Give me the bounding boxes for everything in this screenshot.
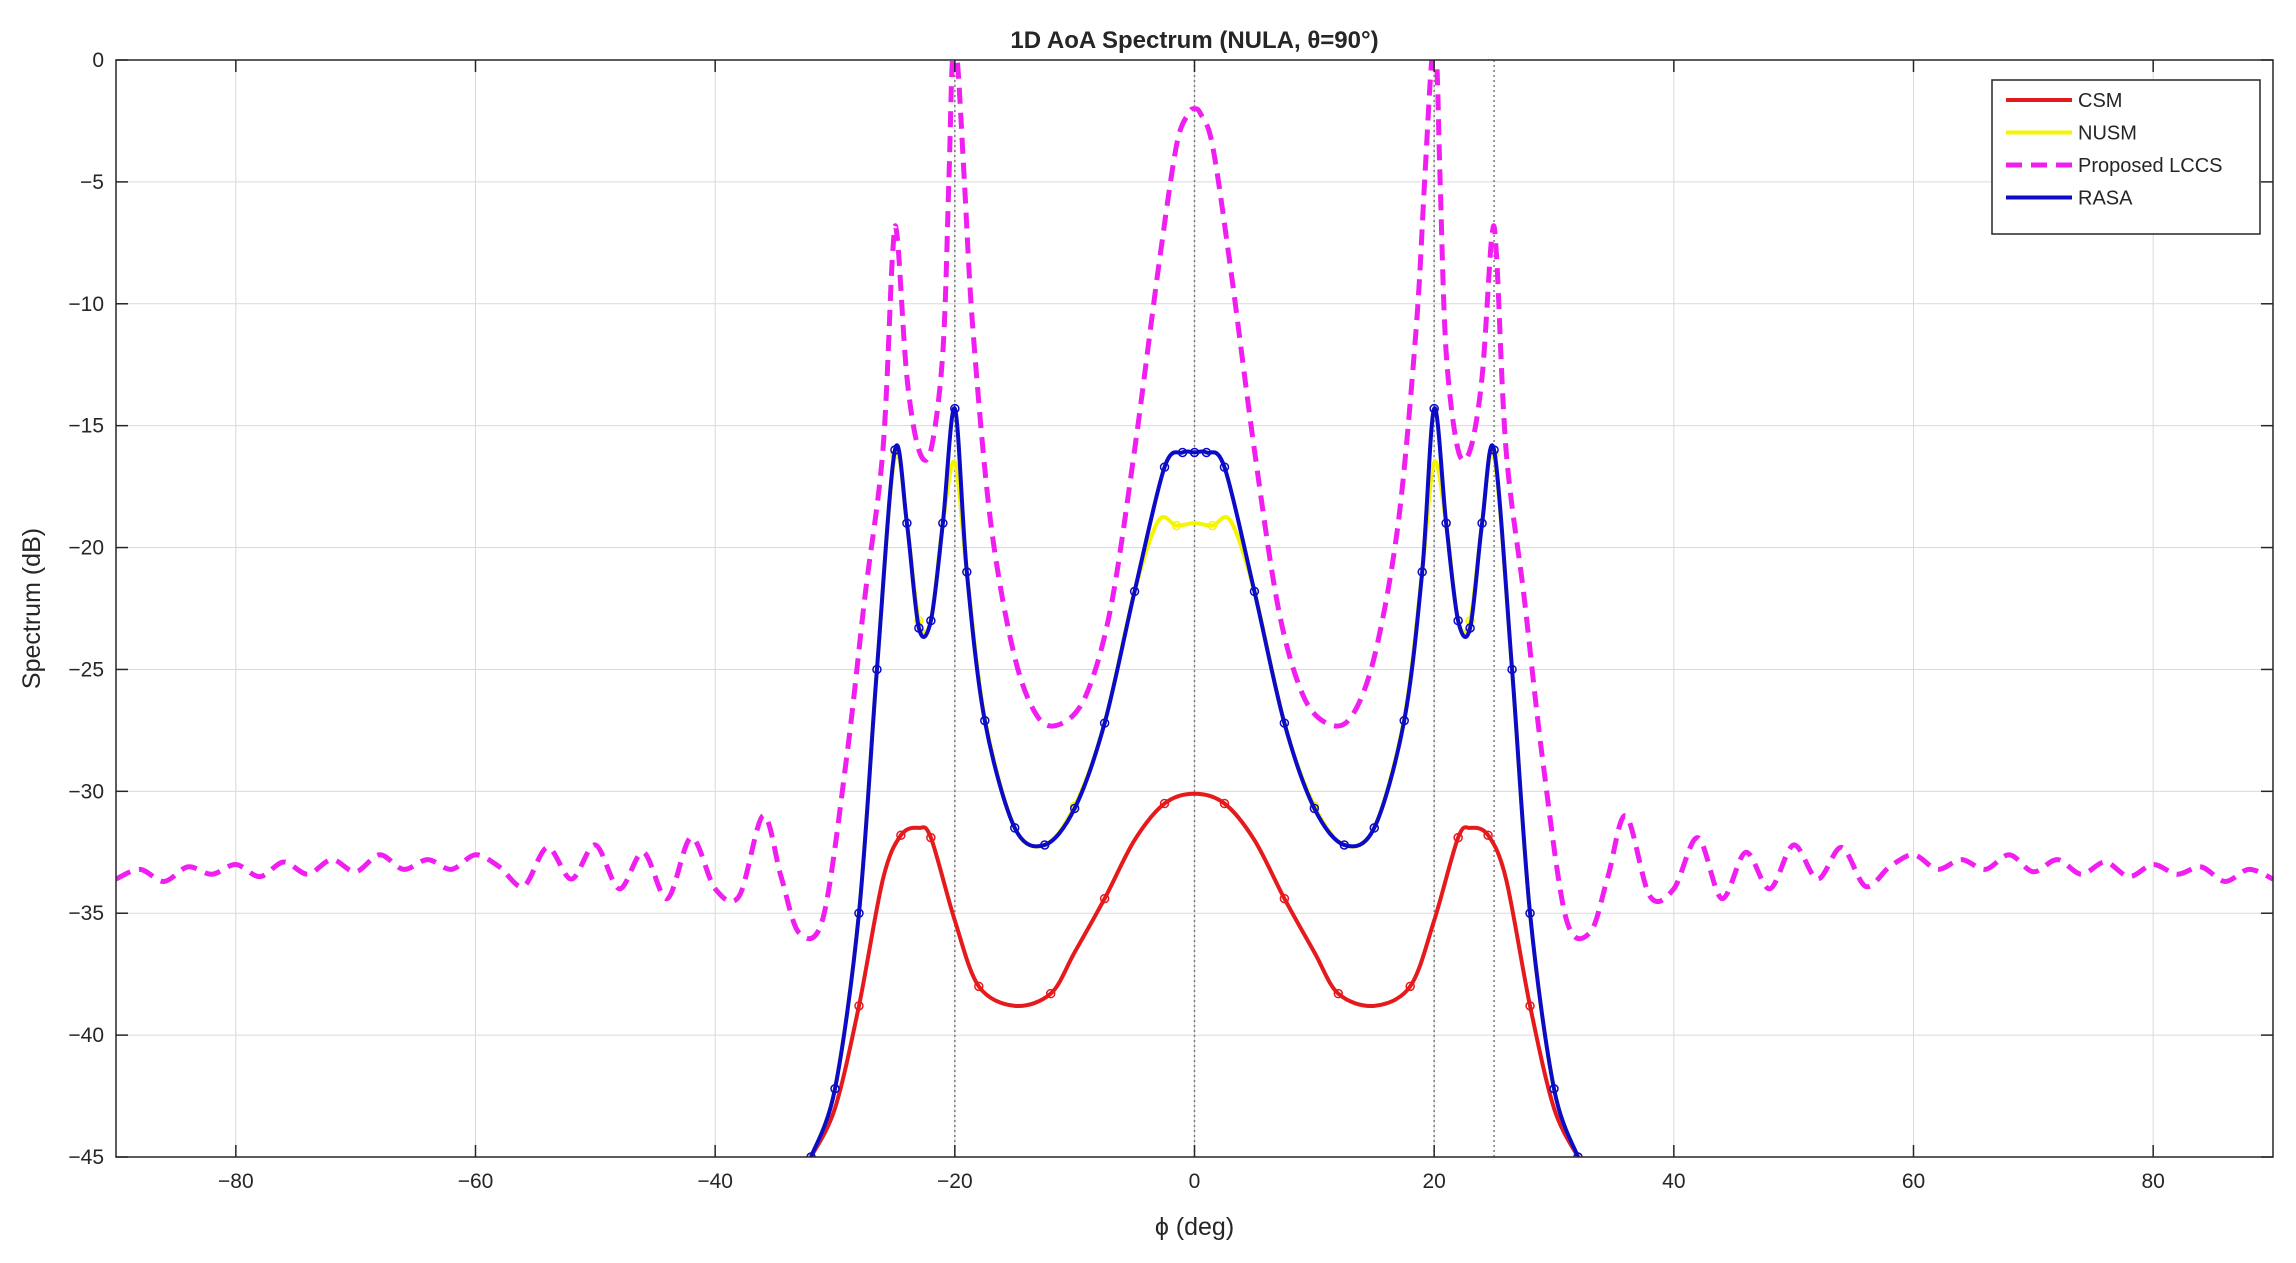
data-point xyxy=(1039,840,1050,850)
data-point xyxy=(1573,1152,1583,1157)
data-point xyxy=(962,567,972,577)
data-point xyxy=(854,908,864,918)
x-tick-label: −40 xyxy=(697,1170,733,1193)
x-tick-label: 60 xyxy=(1902,1170,1925,1193)
series-line xyxy=(809,406,1580,1157)
legend-label: RASA xyxy=(2078,188,2133,210)
data-point xyxy=(1525,908,1535,918)
data-point xyxy=(1453,832,1463,843)
data-point xyxy=(890,445,900,455)
data-point xyxy=(1453,615,1463,626)
series-rasa xyxy=(806,403,1583,1157)
data-point xyxy=(1207,520,1218,531)
data-point xyxy=(1477,518,1487,528)
legend-label: NUSM xyxy=(2078,123,2137,145)
data-point xyxy=(1441,518,1451,528)
data-point xyxy=(1549,1083,1559,1094)
data-point xyxy=(1279,718,1290,728)
data-point xyxy=(1309,803,1320,814)
y-tick-label: −45 xyxy=(68,1146,104,1169)
data-point xyxy=(902,518,912,528)
data-point xyxy=(914,623,924,633)
x-tick-label: −20 xyxy=(937,1170,973,1193)
legend-label: CSM xyxy=(2078,90,2122,112)
data-point xyxy=(1129,586,1140,597)
y-tick-label: −40 xyxy=(68,1024,104,1047)
data-point xyxy=(1399,715,1409,726)
data-point xyxy=(1159,462,1170,472)
data-point xyxy=(1201,447,1212,458)
data-point xyxy=(926,615,936,626)
data-point xyxy=(806,1152,816,1157)
data-point xyxy=(950,403,960,414)
data-point xyxy=(854,1001,864,1011)
data-point xyxy=(1219,462,1230,472)
y-tick-label: −30 xyxy=(68,780,104,803)
data-point xyxy=(926,832,936,843)
data-point xyxy=(1489,445,1499,455)
data-point xyxy=(1339,840,1350,850)
series-line xyxy=(809,791,1580,1157)
y-tick-label: −5 xyxy=(80,171,104,194)
y-tick-label: 0 xyxy=(92,49,104,72)
data-point xyxy=(1465,623,1475,633)
data-point xyxy=(1159,798,1170,809)
y-tick-label: −15 xyxy=(68,415,104,438)
series-line xyxy=(116,60,2273,942)
data-point xyxy=(1507,664,1517,675)
series-layer xyxy=(116,60,2273,1157)
x-axis-label: ϕ (deg) xyxy=(1155,1213,1234,1241)
data-point xyxy=(1333,988,1344,999)
data-point xyxy=(1429,403,1439,414)
data-point xyxy=(1099,718,1110,728)
y-tick-label: −20 xyxy=(68,537,104,560)
x-tick-label: −80 xyxy=(218,1170,254,1193)
data-point xyxy=(980,715,990,726)
data-point xyxy=(872,664,882,675)
legend: CSM NUSM Proposed LCCS RASA xyxy=(1991,79,2261,235)
data-point xyxy=(1417,567,1427,577)
data-point xyxy=(1219,798,1230,809)
x-tick-label: 40 xyxy=(1662,1170,1685,1193)
data-point xyxy=(1045,988,1056,999)
data-point xyxy=(1369,823,1379,833)
legend-label: Proposed LCCS xyxy=(2078,155,2223,177)
data-point xyxy=(1279,893,1290,904)
y-axis-label: Spectrum (dB) xyxy=(18,528,46,689)
axis-ticks: −80 −60 −40 −20 0 20 40 60 80 0 −5 −10 −15 −20 −25 −30 −… xyxy=(68,49,2273,1193)
legend-box xyxy=(1991,79,2261,235)
data-point xyxy=(896,830,906,840)
series-proposed-lccs xyxy=(116,60,2273,942)
data-point xyxy=(1171,520,1182,531)
x-tick-label: −60 xyxy=(458,1170,494,1193)
x-tick-label: 0 xyxy=(1189,1170,1201,1193)
data-point xyxy=(938,518,948,528)
x-tick-label: 20 xyxy=(1422,1170,1445,1193)
y-tick-label: −35 xyxy=(68,902,104,925)
data-point xyxy=(1069,803,1080,814)
data-point xyxy=(974,981,984,992)
data-point xyxy=(1525,1001,1535,1011)
data-point xyxy=(1010,823,1020,833)
y-tick-label: −10 xyxy=(68,293,104,316)
data-point xyxy=(1189,447,1200,458)
data-point xyxy=(1483,830,1493,840)
data-point xyxy=(1405,981,1415,992)
x-tick-label: 80 xyxy=(2141,1170,2164,1193)
y-tick-label: −25 xyxy=(68,658,104,681)
data-point xyxy=(1099,893,1110,904)
data-point xyxy=(1249,586,1260,597)
data-point xyxy=(830,1083,840,1094)
data-point xyxy=(1177,447,1188,458)
chart-title: 1D AoA Spectrum (NULA, θ=90°) xyxy=(1010,27,1378,54)
